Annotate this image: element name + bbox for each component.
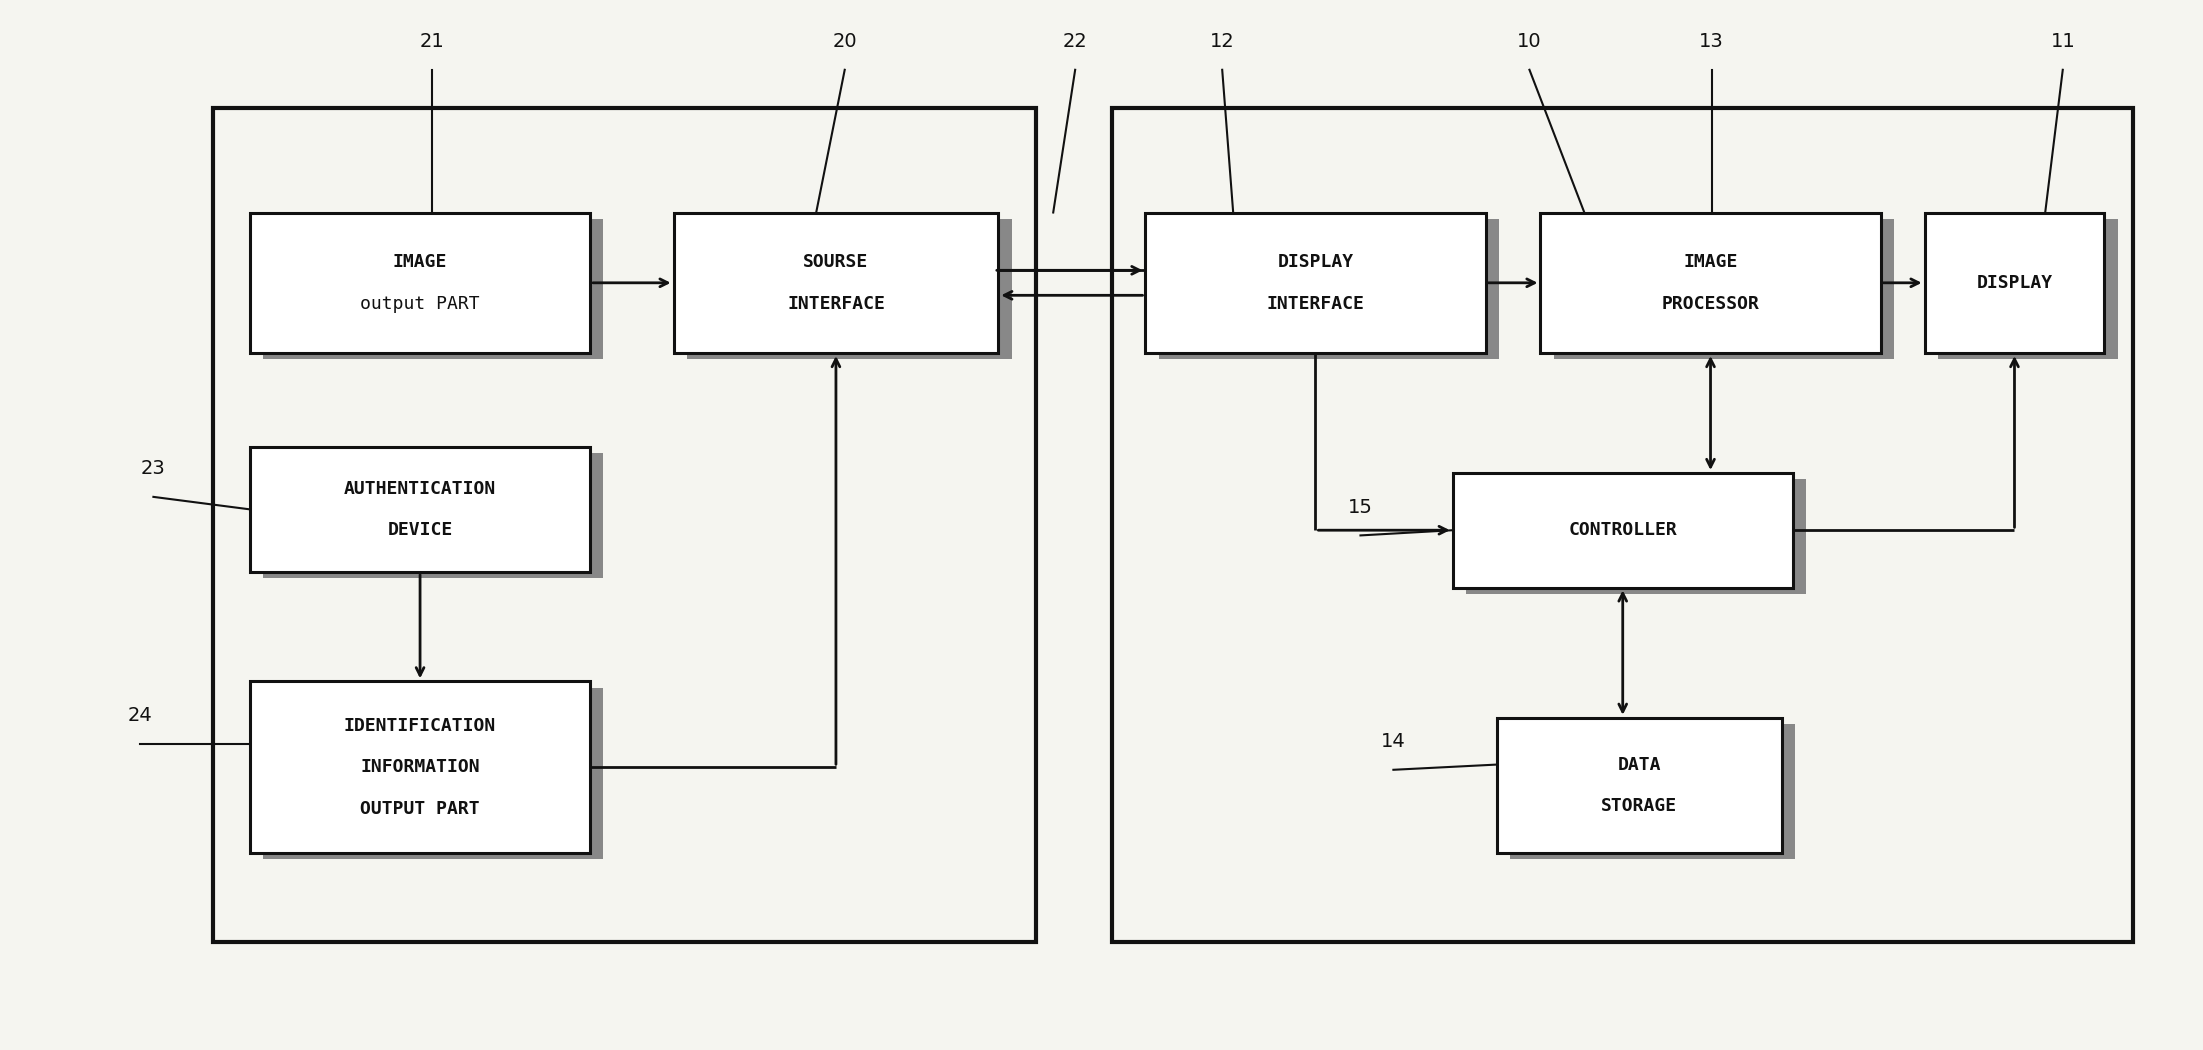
Text: DISPLAY: DISPLAY [1278, 253, 1353, 271]
Bar [262, 688, 604, 859]
Text: INTERFACE: INTERFACE [1267, 295, 1364, 313]
Text: AUTHENTICATION: AUTHENTICATION [344, 480, 496, 498]
Text: SOURSE: SOURSE [804, 253, 868, 271]
Bar [1465, 479, 1806, 593]
Text: output PART: output PART [361, 295, 480, 313]
Text: 10: 10 [1518, 33, 1542, 51]
Text: DATA: DATA [1617, 756, 1661, 774]
Bar [1159, 218, 1498, 359]
Text: CONTROLLER: CONTROLLER [1569, 521, 1676, 540]
Text: 22: 22 [1062, 33, 1088, 51]
Bar [249, 212, 590, 353]
Text: IMAGE: IMAGE [1683, 253, 1738, 271]
Text: INFORMATION: INFORMATION [361, 758, 480, 776]
Text: 11: 11 [2051, 33, 2075, 51]
Text: STORAGE: STORAGE [1602, 797, 1676, 815]
Text: 23: 23 [141, 459, 165, 478]
Text: 14: 14 [1381, 732, 1406, 751]
Bar [1925, 212, 2104, 353]
Text: 24: 24 [128, 706, 152, 724]
Bar [262, 454, 604, 579]
Bar [1939, 218, 2117, 359]
Bar [1509, 723, 1795, 859]
Bar [262, 218, 604, 359]
Bar [249, 447, 590, 572]
Bar [1540, 212, 1881, 353]
Bar [214, 108, 1035, 942]
Text: DISPLAY: DISPLAY [1976, 274, 2053, 292]
Bar [249, 681, 590, 853]
Bar [674, 212, 998, 353]
Text: 21: 21 [421, 33, 445, 51]
Bar [1113, 108, 2133, 942]
Text: IMAGE: IMAGE [392, 253, 447, 271]
Text: OUTPUT PART: OUTPUT PART [361, 800, 480, 818]
Bar [1553, 218, 1895, 359]
Bar [1146, 212, 1485, 353]
Bar [1452, 472, 1793, 588]
Text: INTERFACE: INTERFACE [786, 295, 886, 313]
Text: PROCESSOR: PROCESSOR [1661, 295, 1760, 313]
Text: IDENTIFICATION: IDENTIFICATION [344, 716, 496, 735]
Text: 15: 15 [1348, 498, 1372, 517]
Text: DEVICE: DEVICE [388, 521, 452, 540]
Bar [1496, 718, 1782, 853]
Text: 13: 13 [1699, 33, 1725, 51]
Text: 12: 12 [1209, 33, 1234, 51]
Text: 20: 20 [833, 33, 857, 51]
Bar [687, 218, 1011, 359]
